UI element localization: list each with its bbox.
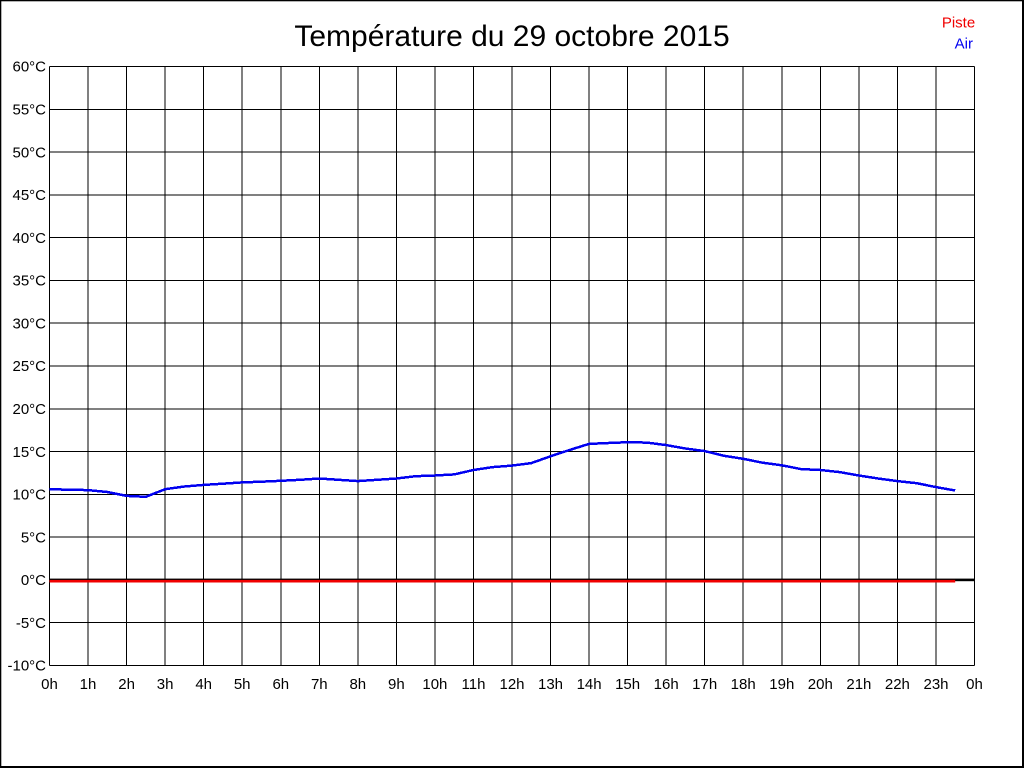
svg-text:19h: 19h — [769, 676, 794, 693]
svg-text:45°C: 45°C — [12, 187, 46, 204]
svg-text:17h: 17h — [692, 676, 717, 693]
svg-text:25°C: 25°C — [12, 358, 46, 375]
svg-text:14h: 14h — [577, 676, 602, 693]
svg-text:22h: 22h — [885, 676, 910, 693]
svg-text:0h: 0h — [41, 676, 58, 693]
svg-text:60°C: 60°C — [12, 59, 46, 76]
svg-text:55°C: 55°C — [12, 102, 46, 119]
svg-text:3h: 3h — [157, 676, 174, 693]
svg-text:15°C: 15°C — [12, 444, 46, 461]
svg-text:5°C: 5°C — [21, 529, 46, 546]
svg-text:0°C: 0°C — [21, 572, 46, 589]
svg-text:8h: 8h — [349, 676, 366, 693]
svg-text:20h: 20h — [808, 676, 833, 693]
svg-text:-10°C: -10°C — [7, 658, 46, 675]
svg-text:18h: 18h — [731, 676, 756, 693]
svg-text:Piste: Piste — [942, 14, 975, 31]
svg-text:Température du 29 octobre 2015: Température du 29 octobre 2015 — [294, 20, 729, 53]
svg-text:30°C: 30°C — [12, 315, 46, 332]
svg-text:2h: 2h — [118, 676, 135, 693]
svg-text:10°C: 10°C — [12, 487, 46, 504]
svg-text:-5°C: -5°C — [16, 615, 46, 632]
svg-text:12h: 12h — [499, 676, 524, 693]
svg-text:5h: 5h — [234, 676, 251, 693]
svg-text:11h: 11h — [462, 676, 486, 693]
svg-text:10h: 10h — [422, 676, 447, 693]
svg-text:Air: Air — [955, 36, 973, 53]
svg-text:40°C: 40°C — [12, 230, 46, 247]
svg-text:35°C: 35°C — [12, 273, 46, 290]
svg-text:50°C: 50°C — [12, 144, 46, 161]
svg-text:20°C: 20°C — [12, 401, 46, 418]
svg-text:15h: 15h — [615, 676, 640, 693]
svg-text:1h: 1h — [80, 676, 97, 693]
svg-text:6h: 6h — [272, 676, 289, 693]
svg-text:0h: 0h — [966, 676, 983, 693]
svg-text:13h: 13h — [538, 676, 563, 693]
svg-text:9h: 9h — [388, 676, 405, 693]
svg-text:4h: 4h — [195, 676, 212, 693]
svg-text:21h: 21h — [846, 676, 871, 693]
svg-text:16h: 16h — [654, 676, 679, 693]
svg-text:23h: 23h — [923, 676, 948, 693]
svg-text:7h: 7h — [311, 676, 328, 693]
